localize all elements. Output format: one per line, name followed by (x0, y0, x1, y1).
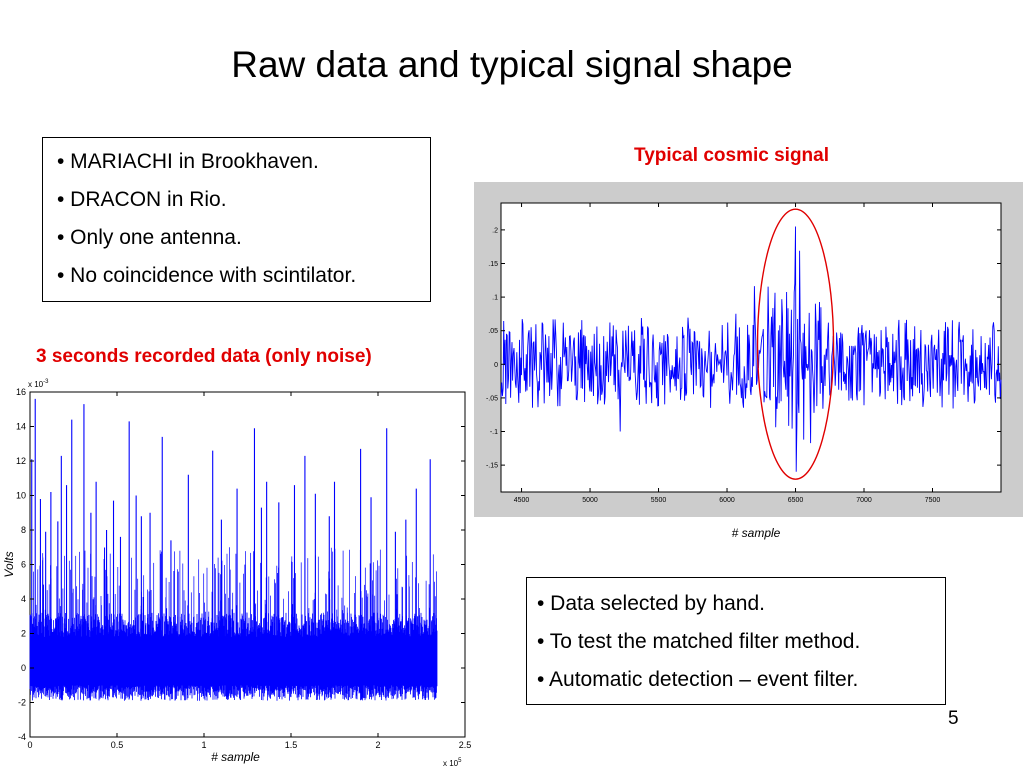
bullet-item: • Only one antenna. (57, 226, 242, 249)
bullet-item: • Data selected by hand. (537, 592, 765, 615)
slide-title: Raw data and typical signal shape (231, 44, 793, 85)
page-number: 5 (948, 708, 959, 729)
y-tick-label: 4 (21, 594, 26, 604)
y-tick-label: 8 (21, 525, 26, 535)
y-tick-label: .2 (492, 227, 498, 234)
bullet-item: • Automatic detection – event filter. (537, 668, 859, 691)
y-tick-label: 14 (16, 422, 26, 432)
y-tick-label: 6 (21, 560, 26, 570)
x-tick-label: 1 (201, 740, 206, 750)
y-tick-label: 0 (494, 362, 498, 369)
y-multiplier-label: x 10-3 (28, 379, 49, 389)
signal-heading: Typical cosmic signal (634, 145, 830, 166)
x-axis-label: # sample (211, 750, 260, 764)
x-axis-label: # sample (732, 526, 781, 540)
noise-heading: 3 seconds recorded data (only noise) (36, 346, 372, 367)
x-tick-label: 6000 (719, 497, 735, 504)
bullet-item: • No coincidence with scintilator. (57, 264, 357, 287)
x-tick-label: 2 (375, 740, 380, 750)
y-tick-label: .15 (488, 261, 498, 268)
y-tick-label: .1 (492, 295, 498, 302)
x-tick-label: 0.5 (111, 740, 124, 750)
y-tick-label: .05 (488, 328, 498, 335)
y-tick-label: -4 (18, 732, 26, 742)
y-axis-label: Volts (2, 551, 16, 577)
x-tick-label: 2.5 (459, 740, 472, 750)
x-multiplier-label: x 105 (443, 758, 462, 768)
noise-chart: 0 0.5 1 1.5 2 2.5 -4 -2 0 2 4 6 8 10 12 14 16x 10-3 x 105… (2, 379, 472, 768)
y-tick-label: 12 (16, 456, 26, 466)
x-tick-label: 7000 (856, 497, 872, 504)
info-box-bottom: • Data selected by hand. • To test the m… (526, 577, 946, 705)
x-tick-label: 1.5 (285, 740, 298, 750)
info-box-top: • MARIACHI in Brookhaven. • DRACON in Ri… (42, 137, 431, 302)
y-tick-label: -.05 (486, 395, 498, 402)
x-tick-label: 0 (27, 740, 32, 750)
x-tick-label: 7500 (925, 497, 941, 504)
y-tick-label: 0 (21, 663, 26, 673)
y-tick-label: 10 (16, 491, 26, 501)
x-tick-label: 5000 (582, 497, 598, 504)
y-tick-label: -.1 (490, 429, 498, 436)
x-tick-label: 6500 (788, 497, 804, 504)
y-tick-label: -.15 (486, 463, 498, 470)
y-tick-label: 2 (21, 629, 26, 639)
x-tick-label: 5500 (651, 497, 667, 504)
y-tick-label: 16 (16, 387, 26, 397)
signal-trace (500, 226, 1002, 472)
x-tick-label: 4500 (514, 497, 530, 504)
y-tick-label: -2 (18, 698, 26, 708)
signal-highlight-ellipse (756, 208, 835, 480)
bullet-item: • DRACON in Rio. (57, 188, 227, 211)
signal-chart: 4500 5000 5500 6000 6500 7000 7500 -.15 -.1 -.05 0… (474, 182, 1023, 540)
bullet-item: • To test the matched filter method. (537, 630, 861, 653)
bullet-item: • MARIACHI in Brookhaven. (57, 150, 319, 173)
